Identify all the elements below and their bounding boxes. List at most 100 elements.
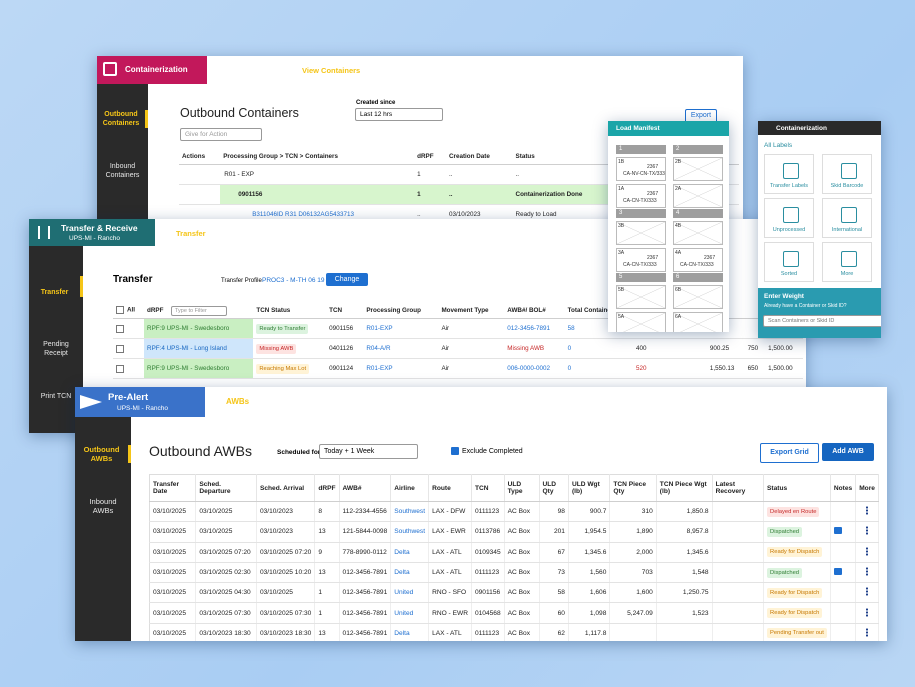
table-cell: 03/10/2025 (149, 623, 197, 641)
cell-text: R01-EXP (366, 325, 393, 332)
sidebar-item[interactable]: Print TCN (40, 393, 72, 400)
table-cell: Delta (390, 562, 430, 584)
filter-label: Created since (356, 100, 396, 106)
action-select[interactable]: Give for Action (180, 128, 262, 141)
label-tile[interactable]: Unprocessed (764, 198, 814, 238)
cell-text: Delta (394, 569, 410, 577)
add-awb-button[interactable]: Add AWB (822, 443, 874, 461)
cell-text: Ready for Dispatch (767, 547, 823, 558)
created-since-select[interactable]: Last 12 hrs (355, 108, 443, 121)
cell-text: 0901124 (329, 365, 354, 372)
cell-text: 03/10/2023 18:30 (199, 629, 251, 637)
box-id: 2367 (647, 164, 659, 170)
column-header: Transfer Date (149, 474, 197, 502)
cell-text: 03/10/2025 (153, 528, 187, 536)
column-header: Status (763, 474, 831, 502)
checkbox[interactable] (116, 344, 124, 353)
more-cell (855, 623, 879, 641)
checkbox[interactable] (116, 324, 124, 333)
sidebar: Outbound AWBs Inbound AWBs (75, 417, 131, 641)
cell-text: 03/10/2025 (199, 528, 233, 536)
table-cell: 03/10/2025 (149, 501, 197, 523)
more-menu[interactable] (866, 627, 869, 637)
checkbox[interactable] (116, 306, 124, 314)
table-cell: Southwest (390, 521, 430, 543)
panel-title: Load Manifest (616, 125, 660, 132)
sidebar-item[interactable]: Transfer (29, 276, 83, 297)
table-row: RPF:9 UPS-MI - Swedesboro Reaching Max Lo… (113, 358, 803, 379)
more-menu[interactable] (866, 526, 869, 536)
cell-text: Ready for Dispatch (767, 587, 823, 598)
more-menu[interactable] (866, 587, 869, 597)
label-tile[interactable]: More (822, 242, 872, 282)
sidebar-item[interactable]: Inbound AWBs (89, 497, 117, 515)
weight-title: Enter Weight (764, 293, 804, 300)
table-cell: Delta (390, 623, 430, 641)
cell-text: 13 (318, 528, 326, 536)
scheduled-label: Scheduled for (277, 449, 321, 456)
cell-text: 03/10/2025 (153, 609, 187, 617)
checkbox[interactable] (116, 364, 124, 373)
cell-text: 1 (318, 609, 322, 617)
box-code: 1B (618, 159, 625, 165)
more-menu[interactable] (866, 567, 869, 577)
cell-text: Missing AWB (256, 343, 297, 354)
notes-icon[interactable] (833, 527, 842, 535)
label-tile[interactable]: Sorted (764, 242, 814, 282)
table-cell: 62 (539, 623, 569, 641)
filter-input[interactable]: Type to Filter (171, 306, 227, 316)
change-button[interactable]: Change (326, 273, 368, 286)
box-dest: CA-CN-TX/333 (680, 262, 714, 268)
cell-text: Ready to Transfer (256, 323, 309, 334)
table-cell: 1,954.5 (568, 521, 611, 543)
export-grid-button[interactable]: Export Grid (760, 443, 819, 463)
label-tile[interactable]: Skid Barcode (822, 154, 872, 194)
nav-tab[interactable]: Trucks (267, 397, 293, 406)
slot-box: 5B (616, 285, 666, 309)
cell-text: 62 (557, 629, 565, 637)
table-cell: Missing AWB (504, 338, 565, 359)
sidebar-item[interactable]: Pending Receipt (43, 341, 69, 357)
select-all-label: All (127, 306, 136, 314)
table-row: 03/10/2025 03/10/2025 07:30 03/10/2025 07:… (149, 602, 879, 624)
nav-tab[interactable]: Labels & Weight (230, 66, 285, 75)
page-title: Outbound AWBs (149, 443, 252, 459)
cell-text: .. (448, 171, 453, 178)
table-cell (712, 501, 765, 523)
sidebar-item[interactable]: Inbound Containers (105, 163, 140, 179)
nav-tab[interactable]: Sort (284, 229, 298, 238)
label-tile[interactable]: International (822, 198, 872, 238)
checkbox[interactable] (451, 447, 459, 455)
nav-tab[interactable]: View Containers (302, 66, 361, 75)
mobile-window: Containerization All Labels Transfer Label… (758, 121, 881, 338)
scan-input[interactable]: Scan Containers or Skid ID (763, 315, 881, 327)
more-menu[interactable] (866, 607, 869, 617)
more-menu[interactable] (866, 506, 869, 516)
column-header: TCN (471, 474, 505, 502)
table-cell: LAX - ATL (428, 562, 472, 584)
notes-icon[interactable] (833, 568, 842, 576)
table-cell: RPF:4 UPS-MI - Long Island (144, 338, 254, 359)
slot-box: 2A (673, 184, 723, 208)
nav-tab[interactable]: Transfer (176, 229, 206, 238)
sidebar-item[interactable]: Outbound AWBs (75, 445, 131, 463)
manifest-slot: 1 1B 2367 CA-NV-CN-TX/333 1A 2367 CA-CN-TX/333 (616, 145, 666, 208)
box-code: 2A (675, 186, 682, 192)
label-tile[interactable]: Transfer Labels (764, 154, 814, 194)
more-cell (855, 521, 879, 543)
more-menu[interactable] (866, 546, 869, 556)
cell-text: 1,500.00 (768, 365, 793, 372)
sidebar-item[interactable]: Outbound Containers (97, 110, 148, 128)
cell-text: 012-3456-7891 (507, 325, 550, 332)
manifest-slot: 3 3B 3A 2367 CA-CN-TX/333 (616, 209, 666, 272)
scheduled-select[interactable]: Today + 1 Week (319, 444, 418, 459)
box-dest: CA-NV-CN-TX/333 (623, 171, 665, 177)
slot-label: 6 (673, 273, 723, 282)
nav-tab[interactable]: Receive (231, 229, 259, 238)
nav-tab[interactable]: AWBs (226, 397, 250, 406)
cell-text: 5,247.09 (627, 609, 653, 617)
cell-text: 0113786 (474, 528, 501, 536)
table-cell: Containerization Done (512, 184, 616, 205)
cell-text: 98 (557, 508, 565, 516)
table-cell: 1 (414, 164, 446, 185)
